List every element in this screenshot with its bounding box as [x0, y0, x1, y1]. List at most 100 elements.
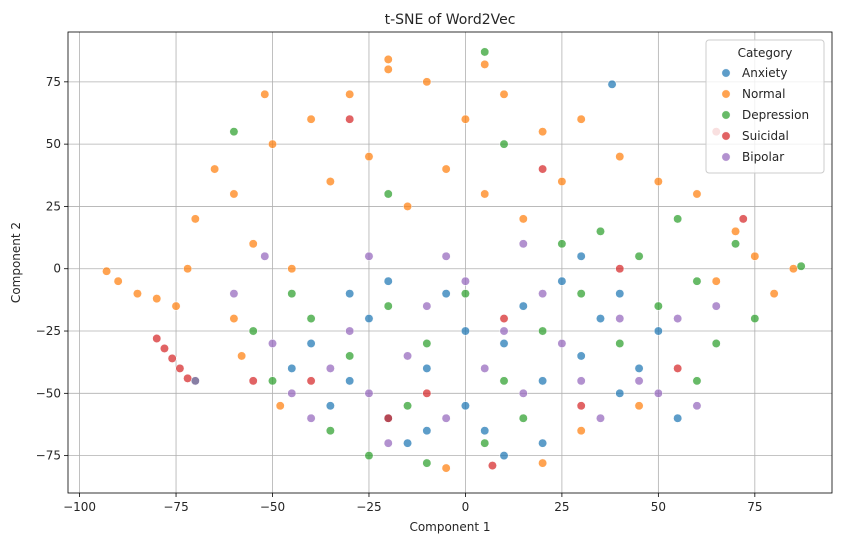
y-tick-label: −75	[36, 449, 61, 463]
data-point	[518, 214, 528, 224]
data-point	[422, 388, 432, 398]
data-point	[538, 326, 548, 336]
data-point	[345, 351, 355, 361]
data-point	[634, 251, 644, 261]
legend-label: Bipolar	[742, 150, 784, 164]
data-point	[615, 264, 625, 274]
data-point	[325, 426, 335, 436]
series-suicidal	[152, 114, 748, 471]
data-point	[441, 251, 451, 261]
data-point	[268, 139, 277, 149]
data-point	[607, 79, 617, 89]
data-point	[422, 77, 432, 87]
data-point	[538, 376, 548, 386]
data-point	[171, 301, 181, 311]
data-point	[480, 59, 490, 69]
x-tick-label: −100	[63, 500, 96, 514]
data-point	[403, 201, 413, 211]
data-point	[538, 438, 548, 448]
data-point	[634, 363, 644, 373]
data-point	[345, 114, 355, 124]
data-point	[275, 401, 285, 411]
y-tick-label: 25	[46, 199, 61, 213]
data-point	[422, 458, 432, 468]
data-point	[364, 451, 374, 461]
data-point	[615, 152, 625, 162]
series-normal	[102, 54, 798, 473]
data-point	[325, 177, 335, 186]
data-point	[788, 264, 798, 274]
data-point	[306, 339, 316, 348]
data-point	[325, 401, 335, 411]
data-point	[538, 127, 548, 137]
data-point	[576, 351, 586, 361]
data-point	[750, 251, 760, 261]
data-point	[738, 214, 748, 224]
data-point	[518, 413, 528, 423]
data-point	[441, 164, 451, 174]
data-point	[692, 276, 702, 286]
data-point	[499, 139, 509, 149]
axis-ticks: −100 −75 −50 −25 0 25 50 75 −75 −50 −25 0 25 50 75	[36, 75, 763, 514]
data-point	[237, 351, 247, 361]
data-point	[210, 164, 220, 174]
data-point	[480, 363, 490, 373]
data-point	[287, 289, 297, 299]
legend-marker	[721, 110, 731, 120]
legend-title: Category	[738, 46, 793, 60]
data-point	[383, 189, 393, 199]
data-point	[653, 326, 663, 336]
data-point	[441, 413, 451, 423]
data-point	[692, 376, 702, 386]
x-tick-label: −25	[356, 500, 381, 514]
data-point	[183, 264, 193, 274]
data-point	[499, 451, 509, 461]
data-point	[441, 463, 451, 473]
data-point	[576, 251, 586, 261]
data-point	[345, 326, 355, 336]
legend-marker	[721, 152, 731, 162]
data-point	[167, 353, 177, 363]
data-point	[422, 363, 432, 373]
data-point	[113, 276, 123, 286]
data-point	[260, 89, 270, 99]
data-point	[653, 388, 663, 398]
data-point	[480, 189, 490, 199]
data-point	[364, 388, 374, 398]
data-point	[102, 266, 112, 276]
data-point	[673, 314, 683, 324]
data-point	[692, 401, 702, 411]
data-point	[229, 289, 239, 299]
data-point	[673, 214, 683, 224]
data-point	[268, 376, 277, 386]
data-points	[102, 47, 806, 473]
data-point	[538, 289, 548, 299]
data-point	[499, 314, 509, 324]
data-point	[796, 261, 806, 271]
data-point	[422, 426, 432, 436]
data-point	[460, 114, 470, 124]
data-point	[248, 376, 258, 386]
series-bipolar	[190, 239, 721, 448]
legend-label: Depression	[742, 108, 809, 122]
data-point	[229, 127, 239, 137]
data-point	[653, 177, 663, 186]
data-point	[480, 426, 490, 436]
data-point	[306, 376, 316, 386]
data-point	[480, 47, 490, 57]
data-point	[557, 239, 567, 249]
legend-marker	[721, 89, 731, 99]
data-point	[557, 177, 567, 186]
data-point	[615, 289, 625, 299]
y-tick-label: −25	[36, 324, 61, 338]
legend: Category Anxiety Normal Depression Suicidal…	[705, 39, 825, 174]
x-axis-label: Component 1	[409, 520, 490, 534]
data-point	[750, 314, 760, 324]
data-point	[711, 276, 721, 286]
data-point	[364, 251, 374, 261]
data-point	[460, 276, 470, 286]
data-point	[229, 189, 239, 199]
data-point	[268, 339, 277, 348]
